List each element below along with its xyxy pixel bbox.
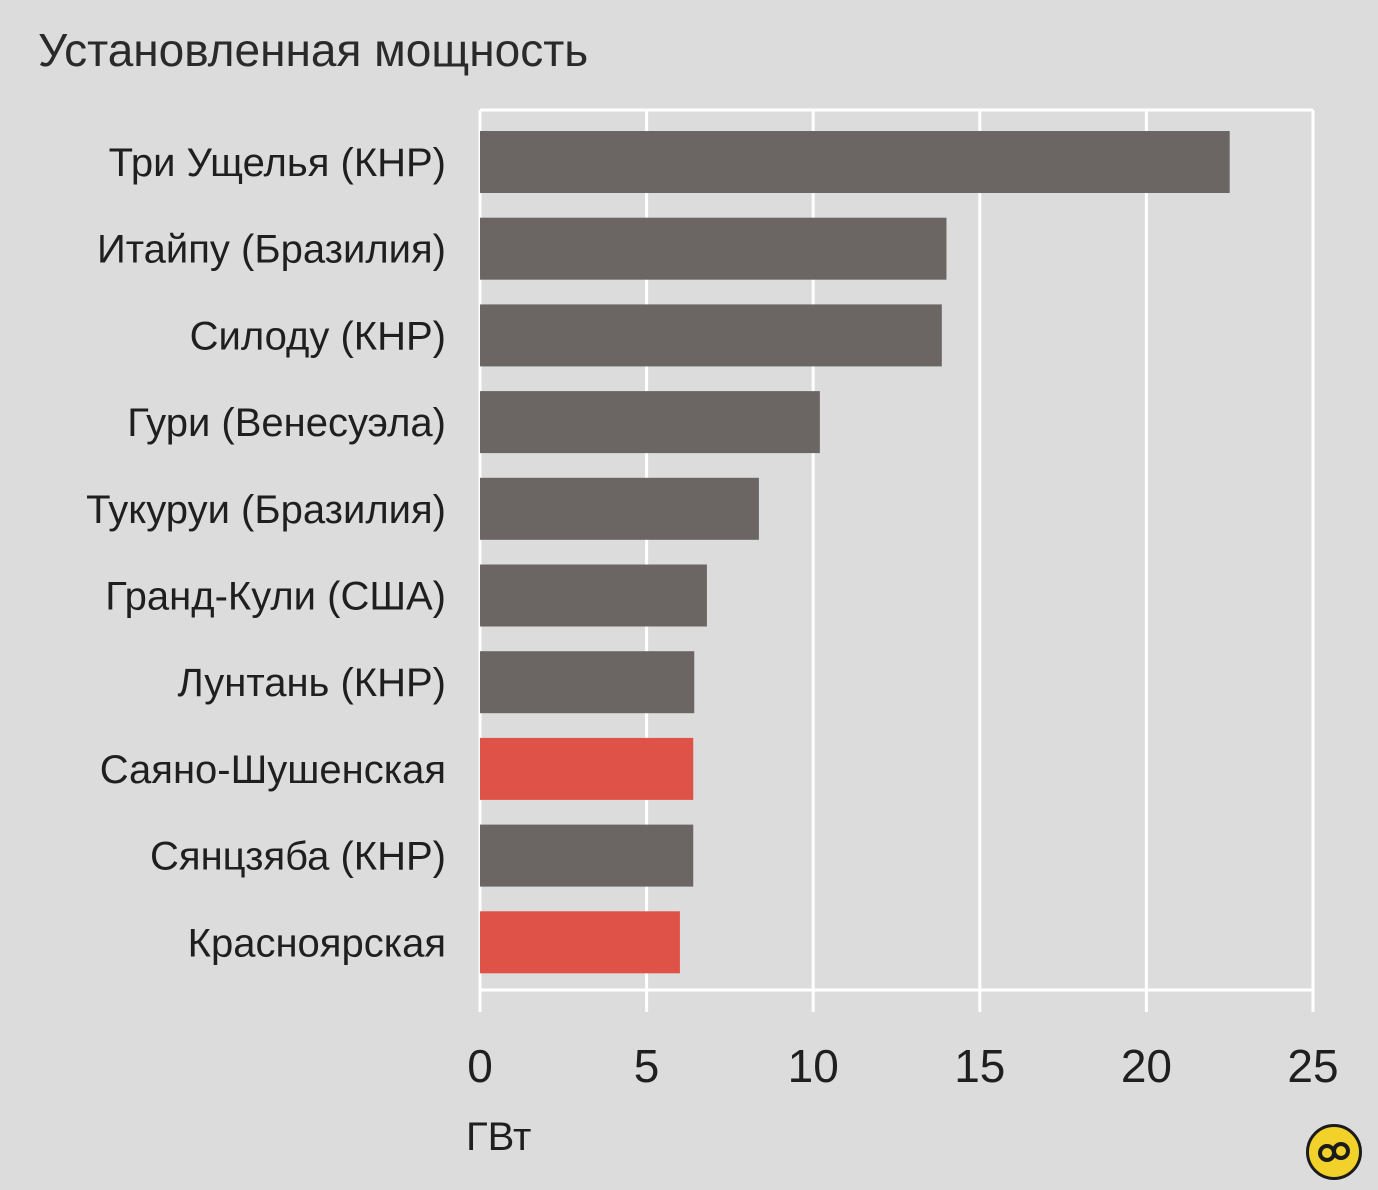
bar-layer [480, 131, 1230, 974]
bar-4 [480, 477, 759, 540]
x-tick-label-5: 25 [1287, 1040, 1338, 1092]
bar-0 [480, 131, 1230, 193]
x-tick-label-4: 20 [1121, 1040, 1172, 1092]
category-label-layer: Три Ущелья (КНР) Итайпу (Бразилия) Силоду … [86, 141, 446, 965]
chart-title: Установленная мощность [38, 24, 588, 76]
category-label-9: Красноярская [188, 921, 446, 965]
x-tick-label-1: 5 [634, 1040, 660, 1092]
bar-3 [480, 391, 820, 454]
x-tick-label-3: 15 [954, 1040, 1005, 1092]
x-axis-unit-label: ГВт [466, 1115, 531, 1159]
x-tick-label-2: 10 [788, 1040, 839, 1092]
bar-2 [480, 304, 942, 367]
category-label-7: Саяно-Шушенская [100, 748, 446, 792]
category-label-5: Гранд-Кули (США) [105, 575, 446, 619]
bar-8 [480, 824, 694, 887]
x-tick-label-0: 0 [467, 1040, 493, 1092]
category-label-1: Итайпу (Бразилия) [97, 228, 446, 272]
x-tick-layer: 0 5 10 15 20 25 [467, 1040, 1338, 1092]
bar-7 [480, 737, 694, 800]
category-label-4: Тукуруи (Бразилия) [86, 488, 446, 532]
logo-glyph-icon [1318, 1142, 1350, 1162]
category-label-2: Силоду (КНР) [190, 314, 446, 358]
bar-1 [480, 217, 947, 280]
bar-6 [480, 651, 695, 714]
category-label-0: Три Ущелья (КНР) [109, 141, 446, 185]
bar-5 [480, 564, 707, 627]
category-label-3: Гури (Венесуэла) [127, 401, 446, 445]
category-label-6: Лунтань (КНР) [178, 661, 446, 705]
bar-9 [480, 911, 680, 974]
category-label-8: Сянцзяба (КНР) [150, 835, 446, 879]
circular-yellow-logo-icon [1306, 1124, 1362, 1180]
